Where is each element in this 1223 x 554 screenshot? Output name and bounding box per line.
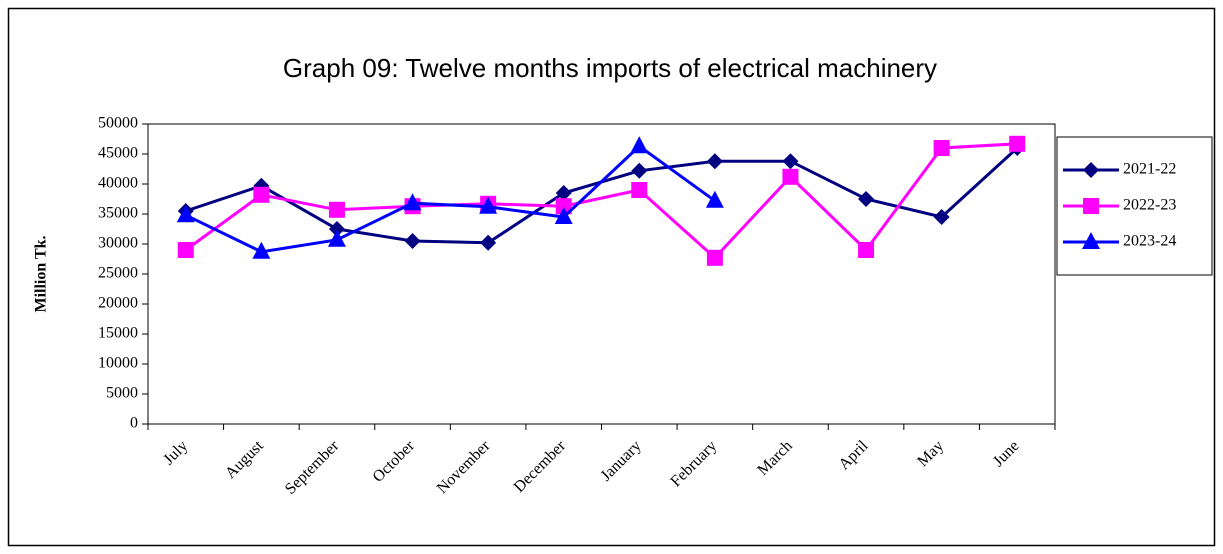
marker — [555, 185, 572, 201]
marker — [858, 242, 875, 258]
marker — [328, 201, 345, 218]
legend-marker — [1083, 162, 1099, 178]
legend-label: 2022-23 — [1123, 197, 1176, 214]
marker — [252, 241, 271, 259]
marker — [630, 136, 649, 154]
marker — [403, 193, 422, 211]
legend-marker — [1083, 198, 1099, 214]
marker — [177, 242, 194, 258]
marker — [933, 209, 950, 225]
marker — [253, 186, 270, 203]
marker — [480, 234, 497, 251]
marker — [706, 153, 723, 170]
marker — [631, 162, 648, 179]
marker — [782, 153, 799, 170]
marker — [933, 140, 950, 156]
y-tick-label: 10000 — [98, 355, 138, 372]
legend-label: 2023-24 — [1123, 233, 1176, 250]
marker — [631, 182, 648, 198]
marker — [404, 233, 421, 249]
y-tick-label: 50000 — [98, 115, 138, 132]
y-tick-label: 15000 — [98, 325, 138, 342]
marker — [858, 191, 875, 207]
y-tick-label: 35000 — [98, 205, 138, 222]
marker — [1009, 135, 1026, 152]
y-tick-label: 0 — [130, 415, 138, 432]
legend-label: 2021-22 — [1123, 161, 1176, 178]
marker — [176, 205, 195, 223]
chart-border — [7, 7, 1216, 547]
y-tick-label: 30000 — [98, 235, 138, 252]
marker — [554, 207, 573, 224]
marker — [327, 229, 346, 247]
series-line — [184, 142, 1018, 260]
y-tick-label: 25000 — [98, 265, 138, 282]
marker — [705, 190, 724, 208]
marker — [555, 198, 572, 215]
marker — [706, 249, 723, 266]
y-tick-label: 5000 — [106, 385, 138, 402]
y-tick-label: 20000 — [98, 295, 138, 312]
legend-marker — [1082, 232, 1100, 249]
series-line — [185, 144, 716, 254]
marker — [328, 221, 345, 237]
marker — [479, 196, 498, 214]
y-tick-label: 45000 — [98, 145, 138, 162]
marker — [782, 168, 799, 185]
y-tick-label: 40000 — [98, 175, 138, 192]
y-axis-label: Million Tk. — [33, 235, 50, 312]
chart-title: Graph 09: Twelve months imports of elect… — [283, 53, 937, 83]
